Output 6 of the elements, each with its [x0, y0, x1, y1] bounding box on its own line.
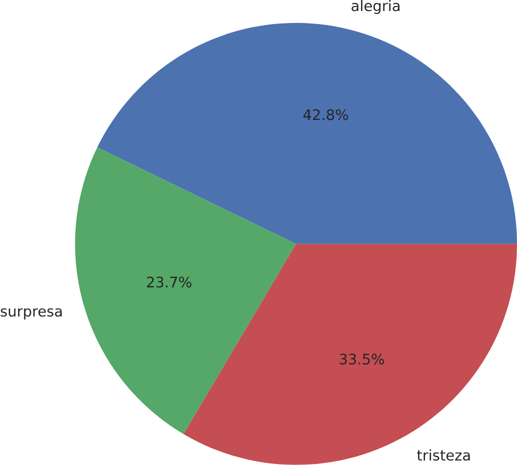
slice-label: tristeza — [417, 449, 470, 461]
data-label: 23.7% — [147, 276, 192, 288]
data-label: 33.5% — [340, 354, 384, 365]
slice-label: alegria — [352, 0, 400, 14]
slice-label: surpresa — [0, 308, 62, 320]
data-label: 42.8% — [303, 109, 348, 120]
